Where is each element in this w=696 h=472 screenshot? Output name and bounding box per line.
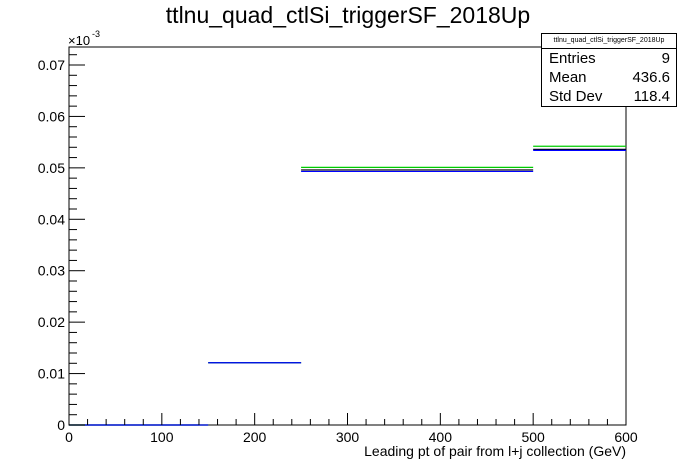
y-axis-multiplier-exponent: -3 [92, 29, 100, 39]
stats-row-mean: Mean 436.6 [542, 68, 676, 87]
histogram-series [69, 145, 626, 426]
y-tick-label: 0.06 [38, 108, 65, 124]
y-tick-label: 0.05 [38, 160, 65, 176]
stats-label: Std Dev [549, 88, 603, 105]
stats-value: 9 [661, 50, 670, 67]
y-axis-multiplier: ×10 [68, 33, 90, 48]
stats-row-entries: Entries 9 [542, 49, 676, 68]
stats-box-name: ttlnu_quad_ctlSi_triggerSF_2018Up [542, 34, 676, 49]
histogram-series-1 [69, 145, 626, 426]
x-tick-label: 0 [65, 429, 73, 445]
stats-box: ttlnu_quad_ctlSi_triggerSF_2018Up Entrie… [541, 33, 677, 107]
x-tick-label: 600 [614, 429, 638, 445]
chart-title: ttlnu_quad_ctlSi_triggerSF_2018Up [165, 2, 531, 28]
x-tick-label: 400 [429, 429, 453, 445]
stats-value: 436.6 [632, 69, 670, 86]
histogram-series-0 [69, 148, 626, 426]
x-tick-label: 100 [150, 429, 174, 445]
x-tick-label: 500 [521, 429, 545, 445]
stats-row-stddev: Std Dev 118.4 [542, 87, 676, 106]
stats-value: 118.4 [633, 88, 670, 105]
x-tick-label: 300 [336, 429, 360, 445]
y-tick-label: 0.07 [38, 57, 65, 73]
y-tick-label: 0.02 [38, 314, 65, 330]
y-tick-label: 0.04 [38, 211, 65, 227]
histogram-series-2 [69, 149, 626, 426]
axes: 0 100 200 300 400 500 600 0 0.01 0.02 0.03 0.04 0.05… [38, 29, 638, 459]
stats-label: Mean [549, 69, 587, 86]
y-tick-label: 0.01 [38, 366, 65, 382]
stats-label: Entries [549, 50, 596, 67]
y-tick-label: 0.03 [38, 263, 65, 279]
x-axis-label: Leading pt of pair from l+j collection (… [364, 443, 626, 459]
x-tick-label: 200 [243, 429, 267, 445]
y-tick-label: 0 [57, 417, 65, 433]
